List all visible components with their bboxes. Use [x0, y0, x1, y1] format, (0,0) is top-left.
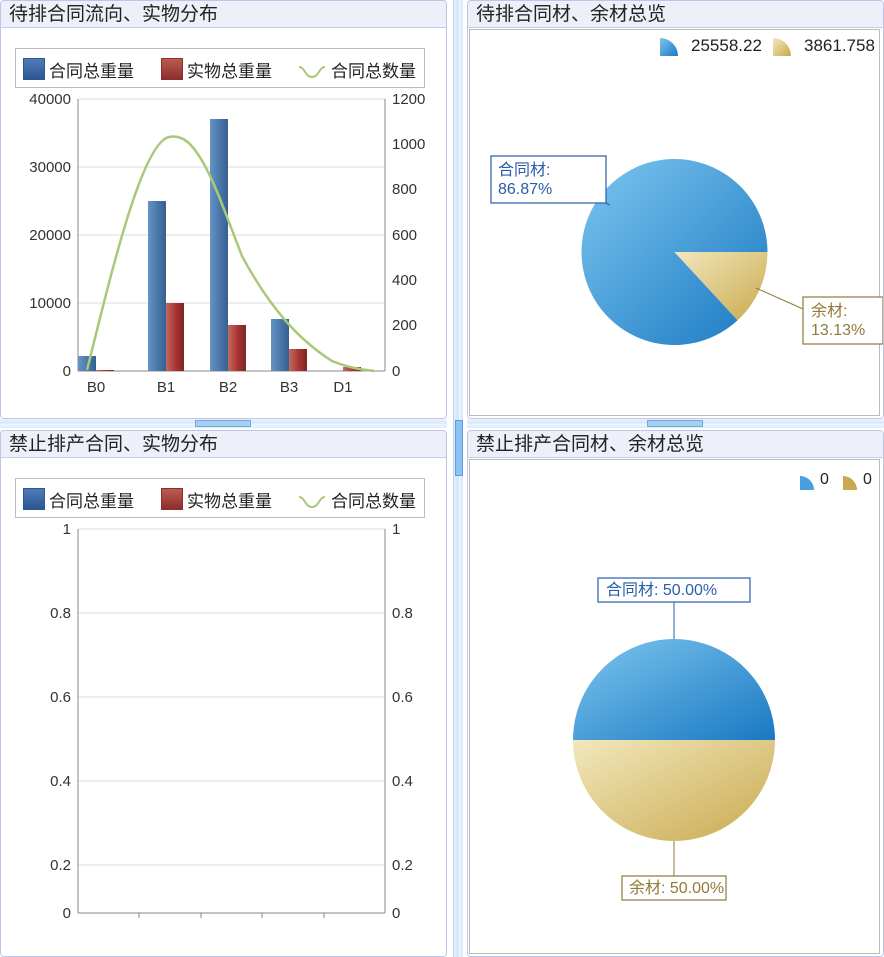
- svg-text:0.6: 0.6: [392, 689, 413, 706]
- svg-text:400: 400: [392, 272, 417, 289]
- svg-text:0: 0: [392, 363, 400, 380]
- svg-text:0: 0: [63, 905, 71, 922]
- svg-text:40000: 40000: [29, 91, 71, 108]
- svg-text:10000: 10000: [29, 295, 71, 312]
- svg-text:B0: B0: [87, 379, 105, 396]
- svg-text:1000: 1000: [392, 136, 425, 153]
- svg-text:20000: 20000: [29, 227, 71, 244]
- svg-text:余材:: 余材:: [811, 301, 847, 320]
- svg-text:13.13%: 13.13%: [811, 322, 865, 339]
- svg-text:合同材:: 合同材:: [498, 161, 550, 179]
- svg-text:0.4: 0.4: [392, 773, 413, 790]
- svg-text:B3: B3: [280, 379, 298, 396]
- svg-text:1: 1: [392, 521, 400, 538]
- svg-text:B2: B2: [219, 379, 237, 396]
- svg-text:0: 0: [392, 905, 400, 922]
- svg-text:1: 1: [63, 521, 71, 538]
- svg-text:0.4: 0.4: [50, 773, 71, 790]
- svg-text:86.87%: 86.87%: [498, 181, 552, 198]
- svg-text:30000: 30000: [29, 159, 71, 176]
- svg-text:B1: B1: [157, 379, 175, 396]
- svg-text:800: 800: [392, 181, 417, 198]
- svg-text:D1: D1: [333, 379, 352, 396]
- svg-text:合同材: 50.00%: 合同材: 50.00%: [606, 581, 717, 599]
- svg-text:0.6: 0.6: [50, 689, 71, 706]
- svg-text:0: 0: [63, 363, 71, 380]
- svg-text:0.8: 0.8: [50, 605, 71, 622]
- svg-text:余材: 50.00%: 余材: 50.00%: [629, 878, 724, 897]
- svg-text:1200: 1200: [392, 91, 425, 108]
- svg-text:200: 200: [392, 317, 417, 334]
- svg-text:0.2: 0.2: [392, 857, 413, 874]
- svg-text:600: 600: [392, 227, 417, 244]
- svg-text:0.2: 0.2: [50, 857, 71, 874]
- svg-text:0.8: 0.8: [392, 605, 413, 622]
